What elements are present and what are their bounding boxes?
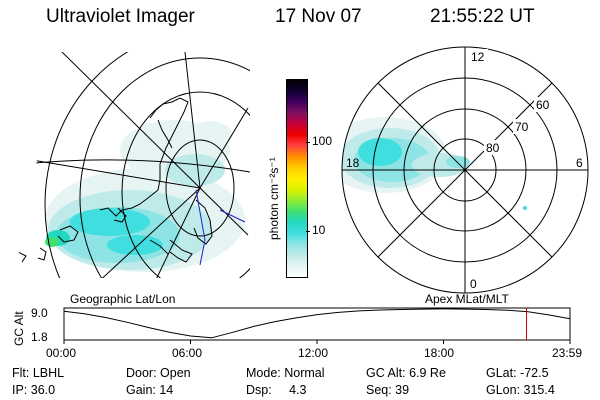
info-door: Door: Open	[126, 366, 191, 380]
colorbar-tick-label: 10	[312, 222, 326, 237]
mlat-label-80: 80	[486, 141, 500, 155]
info-gc-alt: GC Alt: 6.9 Re	[366, 366, 446, 380]
altitude-xtick-0: 00:00	[46, 346, 77, 360]
altitude-xtick-3: 18:00	[424, 346, 455, 360]
colorbar-tick-mark	[306, 141, 310, 143]
altitude-plot	[63, 307, 571, 344]
info-dsp: Dsp: 4.3	[246, 383, 307, 397]
geographic-map	[14, 52, 250, 278]
polar-plot: 12 18 6 0 60 70 80	[341, 46, 589, 294]
info-gain: Gain: 14	[126, 383, 174, 397]
polar-grid	[341, 46, 589, 294]
colorbar-tick-label: 100	[312, 133, 333, 148]
colorbar-gradient	[287, 80, 307, 277]
mlt-label-midnight: 0	[470, 277, 477, 291]
mlat-label-70: 70	[515, 120, 529, 134]
terminator-line-2	[219, 209, 246, 223]
mlat-label-60: 60	[536, 98, 550, 112]
altitude-plot-frame	[63, 307, 571, 341]
info-glat: GLat: -72.5	[486, 366, 549, 380]
info-mode: Mode: Normal	[246, 366, 325, 380]
mlt-label-dusk: 18	[346, 156, 360, 170]
geo-coastlines	[17, 97, 213, 263]
mlt-label-noon: 12	[471, 50, 485, 64]
altitude-ytick-low: 1.8	[31, 330, 48, 344]
aurora-emission-polar	[342, 117, 527, 210]
instrument-title: Ultraviolet Imager	[46, 6, 195, 27]
altitude-ytick-high: 9.0	[31, 306, 48, 320]
polar-panel-label: Apex MLat/MLT	[425, 292, 509, 306]
aurora-emission-geo	[45, 120, 245, 272]
altitude-xtick-1: 06:00	[172, 346, 203, 360]
altitude-xtick-4: 23:59	[552, 346, 583, 360]
colorbar-unit-label: photon cm⁻²s⁻¹	[267, 157, 281, 240]
geo-panel-label: Geographic Lat/Lon	[70, 292, 176, 306]
observation-time: 21:55:22 UT	[430, 6, 535, 27]
geo-map-content	[14, 52, 250, 278]
colorbar	[286, 79, 308, 278]
mlt-label-dawn: 6	[576, 156, 583, 170]
info-filter: Flt: LBHL	[12, 366, 65, 380]
observation-date: 17 Nov 07	[275, 6, 362, 27]
altitude-xtick-2: 12:00	[298, 346, 329, 360]
info-seq: Seq: 39	[366, 383, 410, 397]
geo-grid-lines	[14, 52, 250, 278]
terminator-line	[195, 189, 206, 266]
altitude-curve	[63, 308, 571, 339]
info-glon: GLon: 315.4	[486, 383, 555, 397]
info-ip: IP: 36.0	[12, 383, 56, 397]
colorbar-tick-mark	[306, 230, 310, 232]
